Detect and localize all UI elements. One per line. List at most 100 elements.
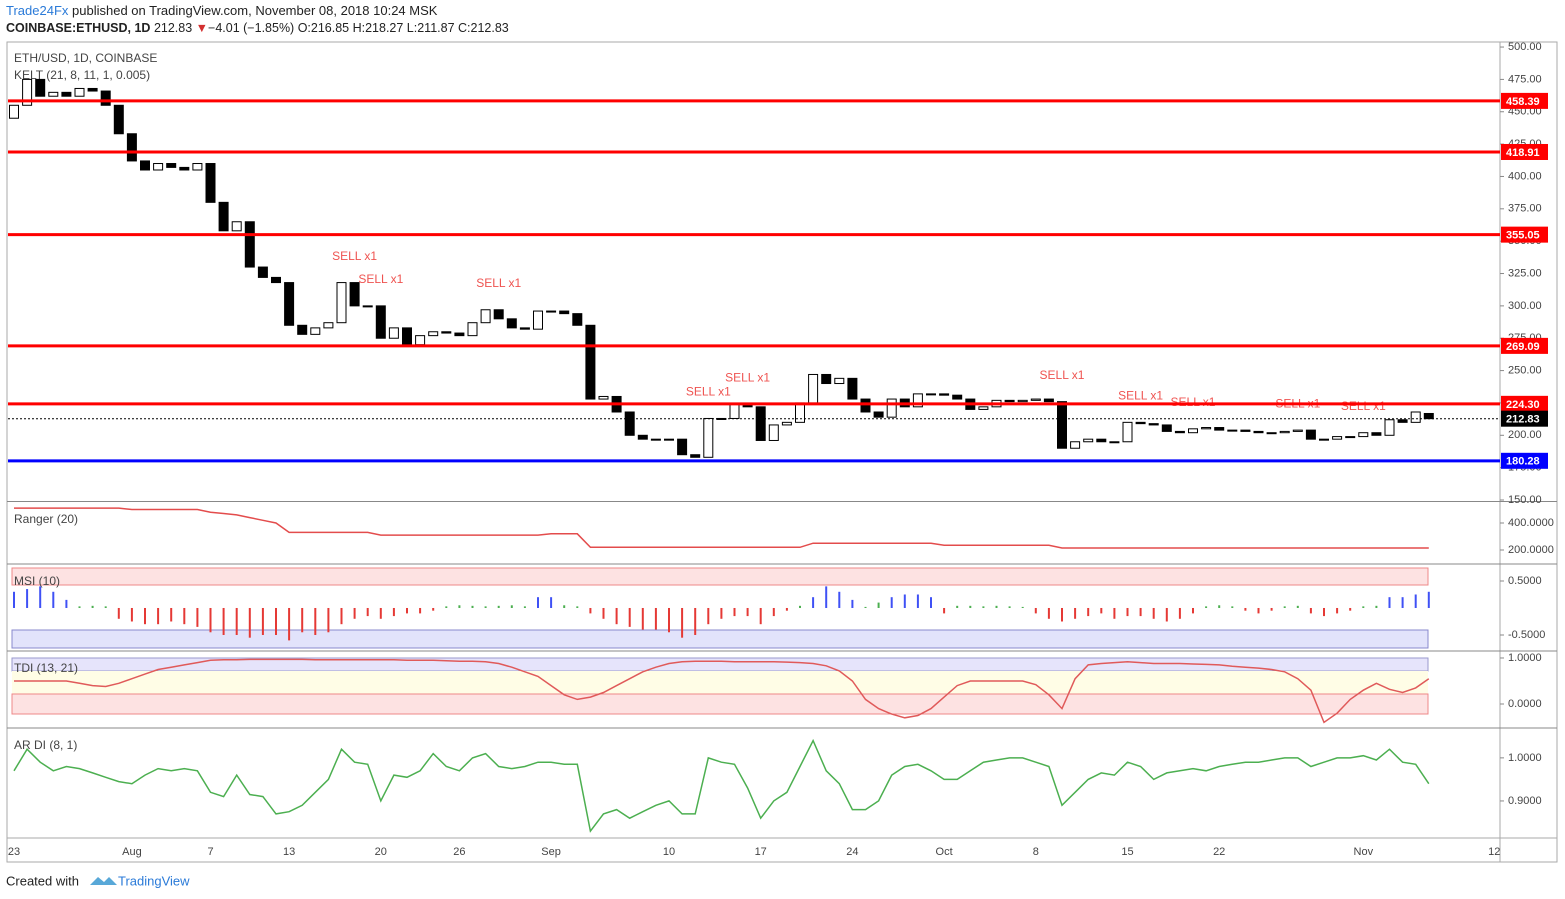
bar bbox=[707, 607, 710, 625]
x-tick-label: 23 bbox=[8, 846, 20, 858]
bar bbox=[235, 607, 238, 635]
candle-body bbox=[703, 417, 714, 458]
candle-body bbox=[1135, 421, 1146, 425]
series-line bbox=[13, 738, 1430, 833]
bar bbox=[1087, 607, 1090, 617]
candle-body bbox=[952, 394, 963, 400]
bar bbox=[419, 607, 422, 614]
bar bbox=[261, 607, 264, 635]
candle-body bbox=[939, 393, 950, 396]
bar bbox=[668, 607, 670, 633]
author[interactable]: Trade24Fx bbox=[6, 3, 69, 18]
bar bbox=[628, 607, 631, 627]
bar bbox=[392, 607, 395, 617]
candle-body bbox=[506, 318, 517, 329]
bar bbox=[576, 606, 579, 608]
bar bbox=[825, 586, 828, 608]
candle-body bbox=[1017, 399, 1028, 403]
candle-body bbox=[834, 377, 845, 385]
candle-body bbox=[467, 322, 478, 337]
candle-body bbox=[9, 104, 19, 119]
signal: SELL x1 bbox=[1341, 399, 1386, 413]
candle-body bbox=[795, 402, 805, 423]
candle-body bbox=[860, 398, 871, 413]
candle-body bbox=[1070, 441, 1081, 449]
x-tick-label: Oct bbox=[936, 846, 953, 858]
bar bbox=[943, 607, 946, 614]
bar bbox=[1388, 597, 1391, 608]
candle-body bbox=[1292, 429, 1303, 432]
footer-created: Created with bbox=[6, 873, 79, 888]
logo bbox=[90, 877, 117, 885]
signal: SELL x1 bbox=[1040, 368, 1085, 382]
tdi-lower-band bbox=[11, 693, 1429, 715]
candle-body bbox=[349, 282, 360, 307]
frame bbox=[6, 41, 1558, 863]
bar bbox=[1218, 605, 1221, 608]
footer-brand[interactable]: TradingView bbox=[118, 873, 190, 888]
bar bbox=[759, 607, 762, 625]
bar bbox=[1427, 591, 1430, 608]
bar bbox=[248, 607, 251, 638]
candle-body bbox=[113, 104, 124, 135]
series-line bbox=[14, 658, 1430, 724]
bar bbox=[1231, 606, 1234, 608]
level-label: 224.30 bbox=[1506, 399, 1540, 411]
candle-body bbox=[677, 438, 688, 456]
bar bbox=[484, 606, 487, 608]
bar bbox=[799, 605, 801, 608]
candle-body bbox=[847, 377, 858, 400]
candle-body bbox=[1397, 419, 1408, 423]
candle-body bbox=[35, 78, 46, 97]
pane-subtitle: KELT (21, 8, 11, 1, 0.005) bbox=[14, 68, 150, 82]
bar bbox=[458, 605, 461, 608]
bar bbox=[406, 607, 408, 614]
bar bbox=[641, 607, 644, 630]
x-tick-label: 22 bbox=[1213, 846, 1225, 858]
candle-body bbox=[1345, 436, 1356, 439]
candle-body bbox=[1201, 427, 1212, 430]
candle-body bbox=[598, 395, 609, 400]
level-tag bbox=[1501, 226, 1548, 243]
level-tag bbox=[1501, 452, 1548, 469]
candle-body bbox=[1253, 430, 1264, 434]
bar bbox=[1021, 606, 1024, 608]
y-tick-label: 200.00 bbox=[1508, 429, 1542, 441]
candle-body bbox=[87, 87, 98, 92]
candle-body bbox=[1188, 428, 1198, 434]
y-tick-label: 325.00 bbox=[1508, 267, 1542, 279]
candle-body bbox=[1161, 424, 1172, 432]
bar bbox=[301, 607, 304, 633]
x-tick-label: Nov bbox=[1354, 846, 1374, 858]
candle-body bbox=[48, 91, 59, 97]
bar bbox=[78, 606, 81, 608]
candle-body bbox=[140, 160, 150, 171]
bar bbox=[1061, 607, 1063, 622]
candle-body bbox=[336, 282, 347, 324]
candle-body bbox=[402, 327, 412, 346]
bar bbox=[523, 606, 526, 608]
candle-body bbox=[808, 373, 819, 404]
bar bbox=[275, 607, 277, 635]
candle-body bbox=[650, 438, 661, 441]
pane-title: AR DI (8, 1) bbox=[14, 738, 77, 752]
candle-body bbox=[454, 332, 465, 337]
candle-body bbox=[1358, 432, 1369, 438]
bar bbox=[772, 607, 775, 617]
x-tick-label: 7 bbox=[207, 846, 213, 858]
bar bbox=[327, 607, 330, 633]
bar bbox=[1257, 607, 1260, 614]
candle-body bbox=[664, 438, 674, 441]
bar bbox=[1034, 607, 1037, 614]
bar bbox=[982, 606, 985, 608]
candle-body bbox=[166, 163, 177, 168]
y-tick-label: 400.0000 bbox=[1508, 517, 1554, 529]
level-label: 269.09 bbox=[1506, 341, 1540, 353]
x-tick-label: 13 bbox=[283, 846, 295, 858]
candle-body bbox=[1030, 398, 1041, 401]
bar bbox=[1414, 594, 1417, 608]
candle-body bbox=[886, 398, 897, 418]
bar bbox=[288, 607, 291, 641]
level-tag bbox=[1501, 395, 1548, 412]
